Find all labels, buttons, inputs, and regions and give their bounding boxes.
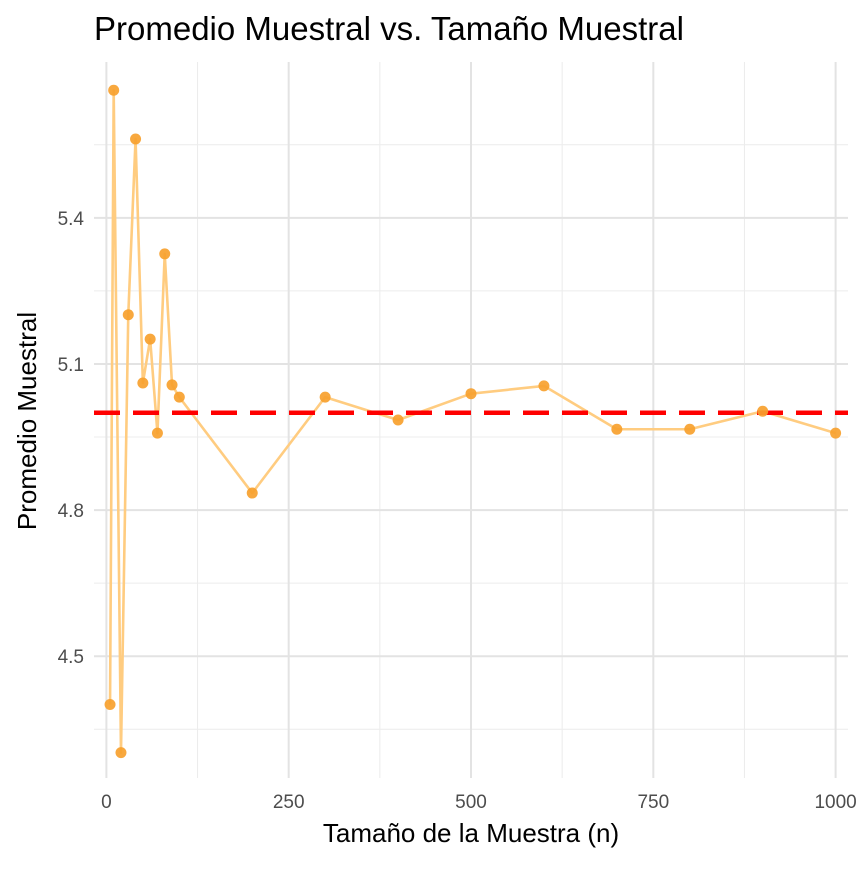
data-point [538,380,550,392]
data-point [684,423,696,435]
data-point [166,379,178,391]
data-point [392,414,404,426]
data-point [173,391,185,403]
data-point [465,388,477,400]
x-tick-label: 250 [273,792,305,813]
data-point [159,248,171,260]
data-point [144,333,156,345]
x-axis-title: Tamaño de la Muestra (n) [323,818,619,848]
data-point [115,747,127,759]
y-tick-label: 4.5 [58,647,84,668]
x-tick-labels: 0 250 500 750 1000 [101,792,857,813]
y-tick-label: 5.4 [58,209,85,230]
data-point [757,405,769,417]
data-point [122,309,134,321]
data-point [246,487,258,499]
data-point [611,423,623,435]
x-tick-label: 500 [455,792,487,813]
major-gridlines [94,62,848,778]
data-point [830,427,842,439]
series-layer [104,84,842,759]
data-point [104,698,116,710]
x-tick-label: 750 [637,792,669,813]
y-axis-title: Promedio Muestral [12,312,42,530]
data-point [130,133,142,145]
data-point [319,391,331,403]
x-tick-label: 1000 [814,792,856,813]
chart-title: Promedio Muestral vs. Tamaño Muestral [94,10,684,47]
x-tick-label: 0 [101,792,112,813]
y-tick-label: 4.8 [58,501,84,522]
y-tick-label: 5.1 [58,355,84,376]
data-point [108,84,120,96]
data-point [137,377,149,389]
y-tick-labels: 4.5 4.8 5.1 5.4 [58,209,85,668]
data-point [151,427,163,439]
series-line [108,88,836,754]
